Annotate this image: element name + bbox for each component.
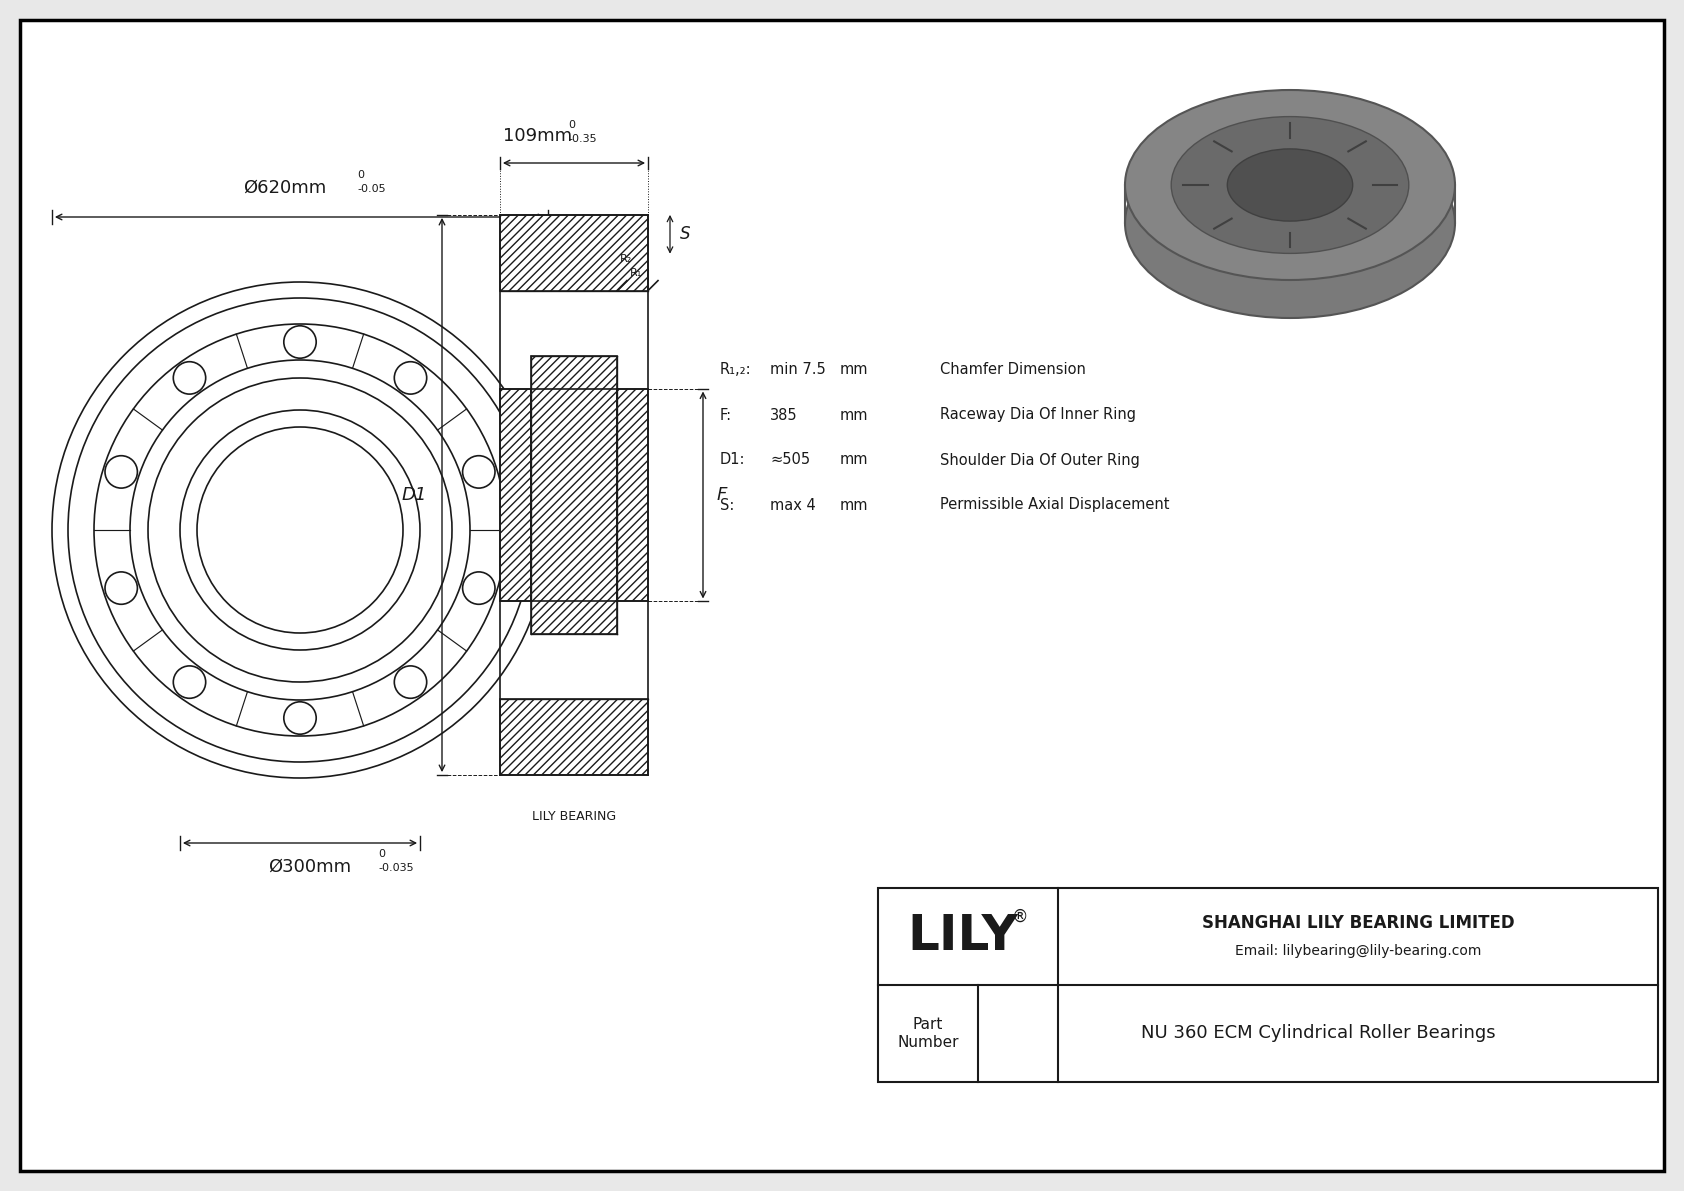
- Text: Part
Number: Part Number: [898, 1017, 958, 1049]
- Text: Permissible Axial Displacement: Permissible Axial Displacement: [940, 498, 1169, 512]
- Text: Ø300mm: Ø300mm: [268, 858, 352, 877]
- Text: R₁: R₁: [630, 268, 642, 278]
- Text: R₂: R₂: [620, 254, 632, 263]
- Text: SHANGHAI LILY BEARING LIMITED: SHANGHAI LILY BEARING LIMITED: [1202, 913, 1514, 931]
- Text: Ø620mm: Ø620mm: [244, 179, 327, 197]
- Text: 109mm: 109mm: [504, 127, 573, 145]
- Text: Raceway Dia Of Inner Ring: Raceway Dia Of Inner Ring: [940, 407, 1137, 423]
- Bar: [616, 388, 648, 601]
- Bar: [877, 888, 1659, 1081]
- Text: D1: D1: [401, 486, 428, 504]
- Text: mm: mm: [840, 362, 869, 378]
- Text: Chamfer Dimension: Chamfer Dimension: [940, 362, 1086, 378]
- Bar: [500, 216, 648, 291]
- Text: 0: 0: [357, 170, 364, 180]
- Bar: [500, 388, 530, 601]
- Text: 385: 385: [770, 407, 798, 423]
- Ellipse shape: [1125, 91, 1455, 280]
- Text: ®: ®: [1012, 908, 1029, 925]
- Text: Shoulder Dia Of Outer Ring: Shoulder Dia Of Outer Ring: [940, 453, 1140, 468]
- Bar: [500, 699, 648, 775]
- Text: ≈505: ≈505: [770, 453, 810, 468]
- Text: F:: F:: [721, 407, 733, 423]
- Text: mm: mm: [840, 407, 869, 423]
- Text: LILY: LILY: [908, 912, 1019, 960]
- Text: F: F: [717, 486, 727, 504]
- Text: NU 360 ECM Cylindrical Roller Bearings: NU 360 ECM Cylindrical Roller Bearings: [1140, 1024, 1495, 1042]
- Text: Email: lilybearing@lily-bearing.com: Email: lilybearing@lily-bearing.com: [1234, 943, 1482, 958]
- Text: LILY BEARING: LILY BEARING: [532, 811, 616, 823]
- Text: D1:: D1:: [721, 453, 746, 468]
- Text: mm: mm: [840, 498, 869, 512]
- Text: -0.035: -0.035: [377, 863, 414, 873]
- Text: S: S: [680, 225, 690, 243]
- Text: 0: 0: [568, 120, 574, 130]
- Text: min 7.5: min 7.5: [770, 362, 825, 378]
- Ellipse shape: [1170, 117, 1410, 254]
- Bar: [530, 356, 616, 634]
- Text: -0.05: -0.05: [357, 183, 386, 194]
- Text: R₁,₂:: R₁,₂:: [721, 362, 751, 378]
- Ellipse shape: [1228, 149, 1352, 222]
- Text: -0.35: -0.35: [568, 135, 596, 144]
- Text: S:: S:: [721, 498, 734, 512]
- Ellipse shape: [1125, 127, 1455, 318]
- Text: mm: mm: [840, 453, 869, 468]
- Text: max 4: max 4: [770, 498, 815, 512]
- Text: 0: 0: [377, 849, 386, 859]
